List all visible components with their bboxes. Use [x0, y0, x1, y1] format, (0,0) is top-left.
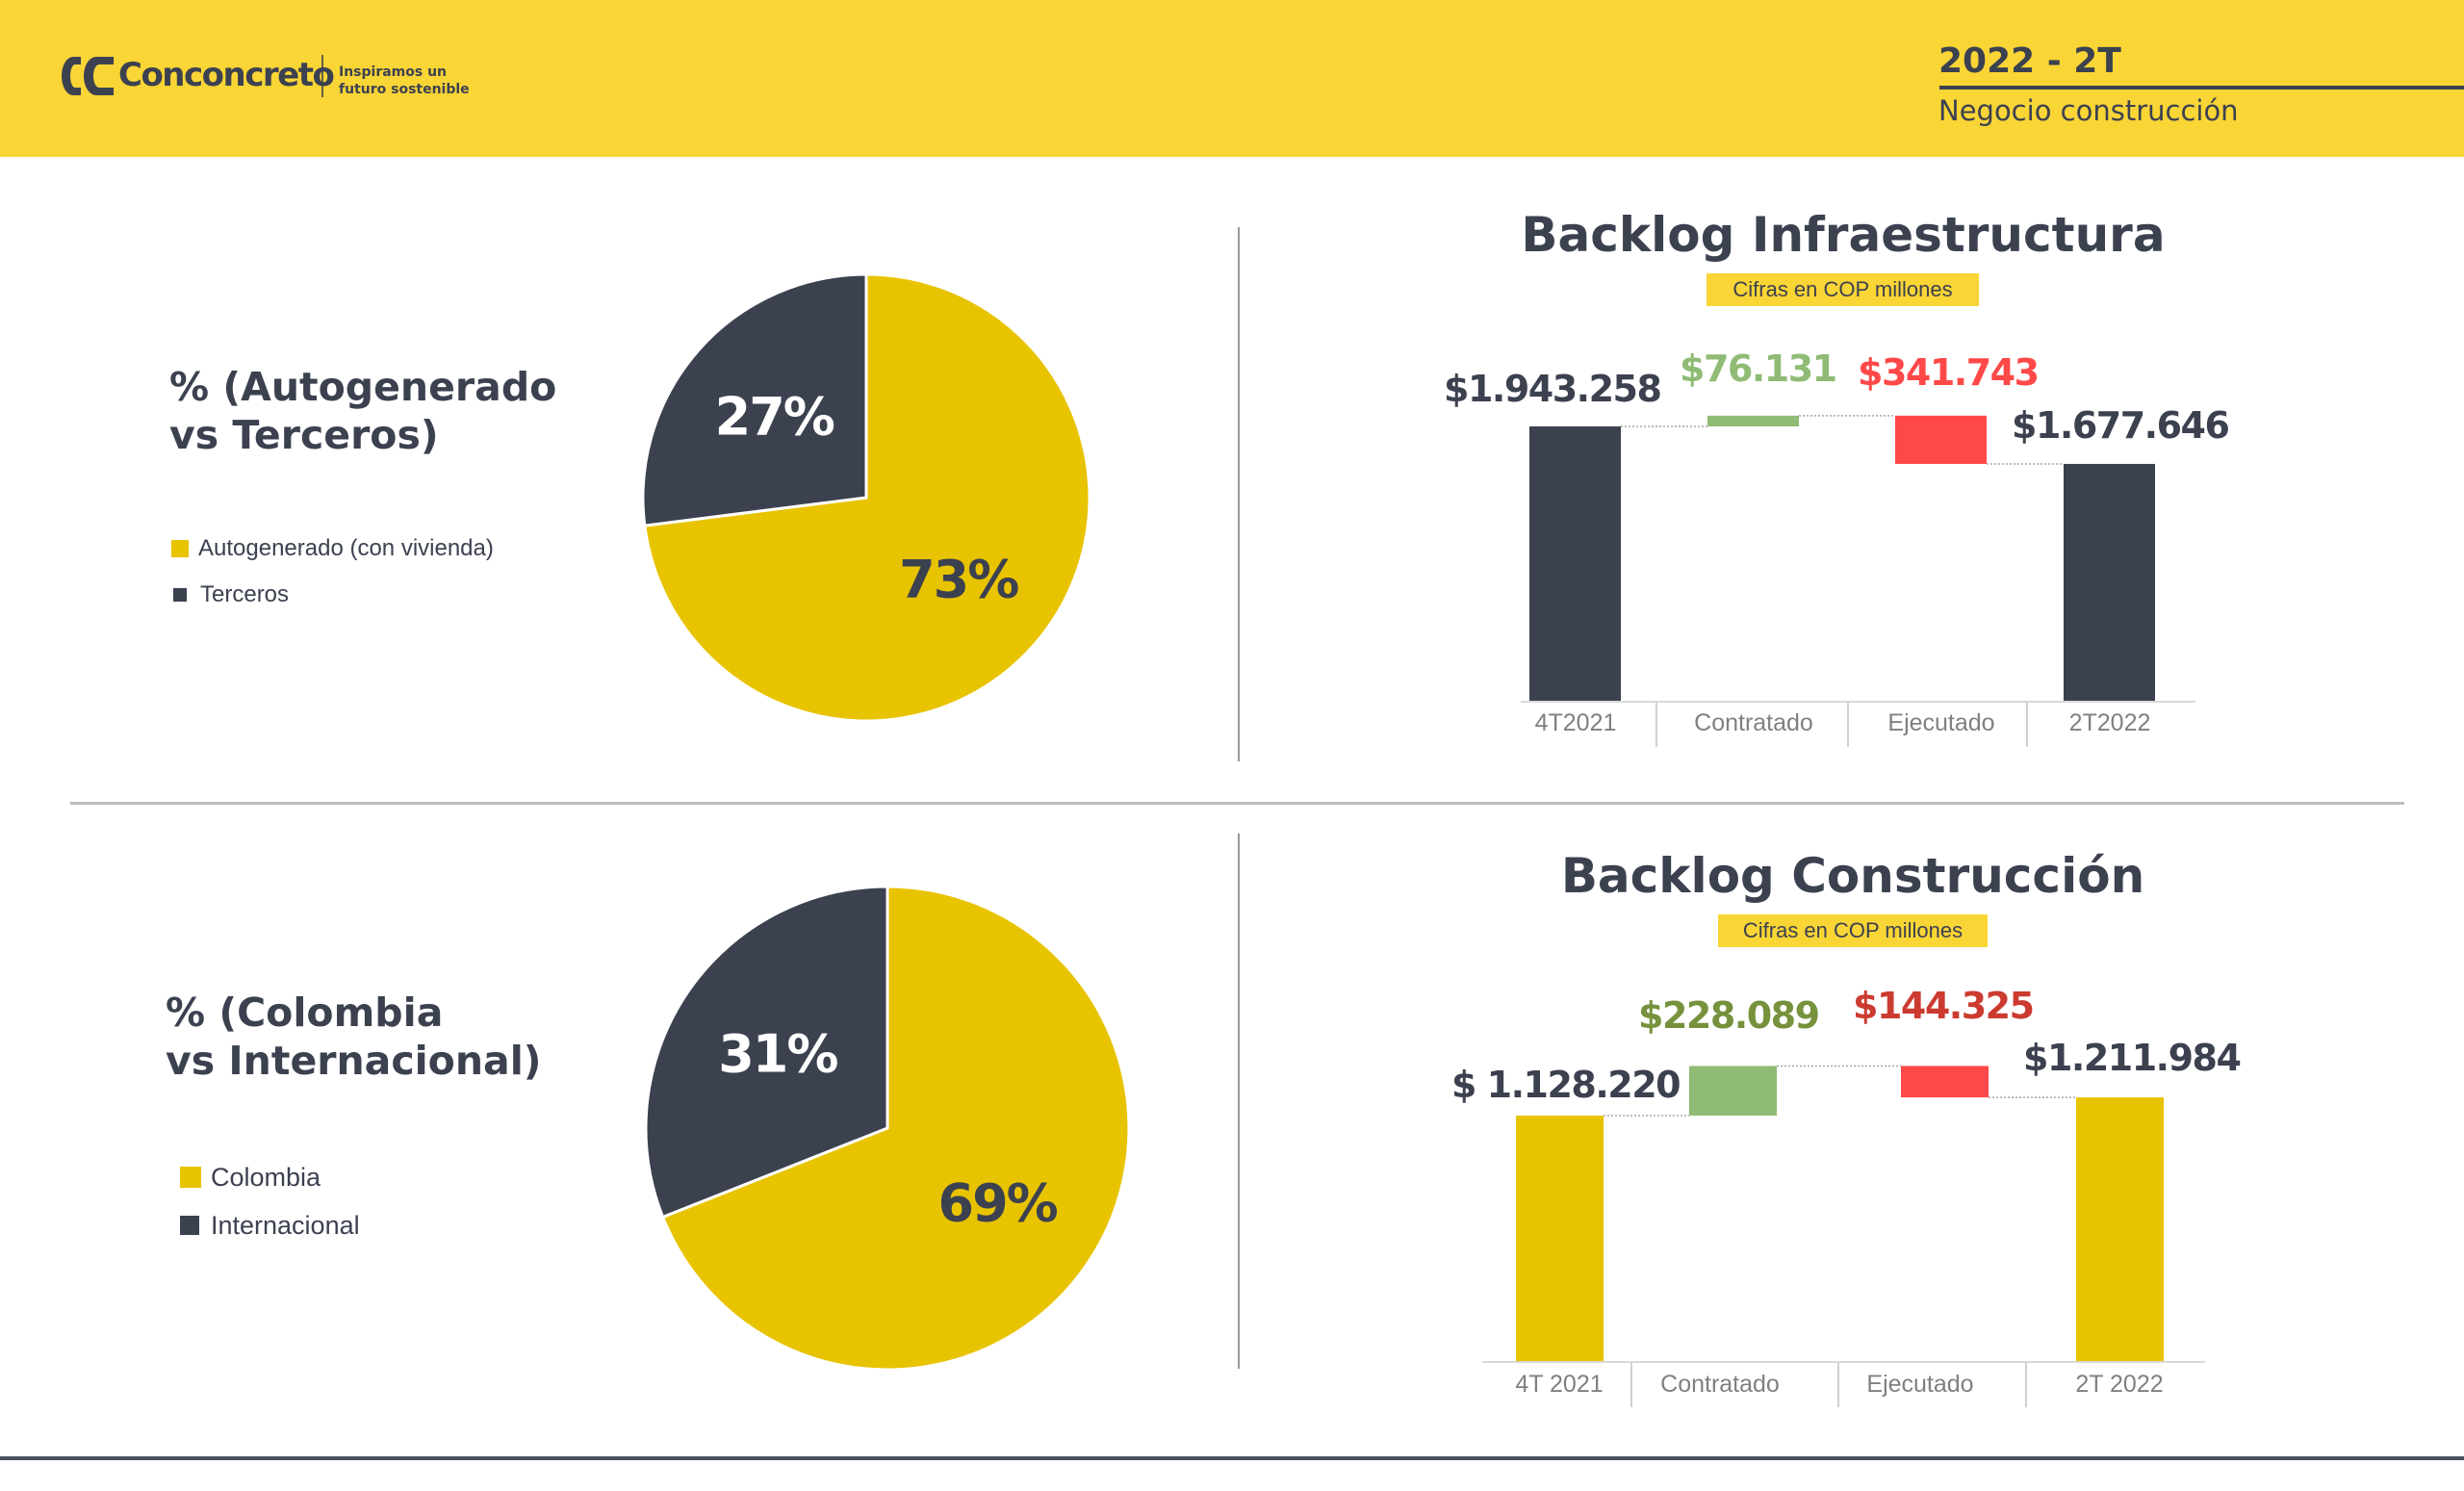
- waterfall-bar-4t2021: [1529, 426, 1621, 701]
- vertical-divider-bottom: [1238, 834, 1240, 1369]
- infra-chart-title: Backlog Infraestructura: [1521, 207, 2166, 263]
- category-label: Ejecutado: [1887, 709, 1994, 736]
- category-label: 2T2022: [2069, 709, 2151, 736]
- value-label: $228.089: [1638, 994, 1819, 1037]
- legend-item-autogenerado: Autogenerado (con vivienda): [171, 532, 494, 565]
- legend-swatch-yellow: [171, 540, 189, 557]
- infra-units-badge: Cifras en COP millones: [1707, 273, 1979, 306]
- legend-label: Terceros: [200, 581, 290, 607]
- waterfall-bar-contratado: [1689, 1066, 1777, 1116]
- waterfall-bar-contratado: [1707, 415, 1799, 426]
- legend-swatch-yellow: [180, 1167, 201, 1188]
- legend-label: Internacional: [211, 1210, 360, 1240]
- pie-own-title: % (Autogenerado vs Terceros): [169, 363, 556, 459]
- value-label: $ 1.128.220: [1451, 1064, 1680, 1106]
- brand-tagline: Inspiramos un futuro sostenible: [339, 64, 470, 98]
- pie-geo-title-line-2: vs Internacional): [166, 1038, 542, 1084]
- legend-label: Colombia: [211, 1162, 321, 1192]
- pie-own-title-line-2: vs Terceros): [169, 412, 439, 458]
- tagline-line-2: futuro sostenible: [339, 82, 470, 97]
- waterfall-bar-4t2021: [1516, 1116, 1604, 1361]
- value-label: $1.211.984: [2023, 1037, 2240, 1079]
- pie-own-legend: Autogenerado (con vivienda) Terceros: [171, 532, 494, 611]
- legend-item-colombia: Colombia: [180, 1160, 360, 1195]
- construction-chart-title: Backlog Construcción: [1560, 848, 2145, 904]
- business-unit: Negocio construcción: [1938, 94, 2239, 127]
- pie-geo-legend: Colombia Internacional: [180, 1160, 360, 1243]
- pie-geo-title: % (Colombia vs Internacional): [166, 989, 542, 1085]
- value-label: $1.943.258: [1444, 368, 1660, 410]
- construction-units-badge: Cifras en COP millones: [1718, 914, 1988, 947]
- tagline-line-1: Inspiramos un: [339, 64, 448, 80]
- report-period: 2022 - 2T: [1938, 41, 2121, 81]
- pie-geo-title-line-1: % (Colombia: [166, 990, 444, 1036]
- brand-name: Conconcreto: [118, 56, 335, 94]
- waterfall-bar-ejecutado: [1901, 1066, 1989, 1098]
- category-label: 2T 2022: [2075, 1371, 2163, 1398]
- category-label: Contratado: [1694, 709, 1813, 736]
- category-label: Ejecutado: [1866, 1371, 1973, 1398]
- value-label: $144.325: [1853, 985, 2034, 1027]
- category-label: 4T2021: [1535, 709, 1617, 736]
- value-label: $76.131: [1680, 347, 1836, 390]
- legend-swatch-dark: [173, 588, 187, 602]
- logo-separator: [321, 55, 323, 97]
- waterfall-bar-2t2022: [2064, 463, 2155, 701]
- value-label: $1.677.646: [2012, 404, 2228, 447]
- header-bar: Conconcreto Inspiramos un futuro sosteni…: [0, 0, 2464, 157]
- waterfall-bar-ejecutado: [1895, 415, 1987, 464]
- legend-label: Autogenerado (con vivienda): [198, 535, 494, 561]
- legend-swatch-dark: [180, 1216, 199, 1235]
- category-label: Contratado: [1660, 1371, 1780, 1398]
- period-underline: [1939, 86, 2464, 90]
- horizontal-divider: [70, 802, 2404, 805]
- legend-item-internacional: Internacional: [180, 1208, 360, 1243]
- value-label: $341.743: [1858, 351, 2039, 394]
- vertical-divider-top: [1238, 227, 1240, 761]
- legend-item-terceros: Terceros: [171, 578, 494, 611]
- category-label: 4T 2021: [1515, 1371, 1603, 1398]
- waterfall-bar-2t2022: [2076, 1097, 2164, 1361]
- footer-rule: [0, 1456, 2464, 1460]
- pie-own-title-line-1: % (Autogenerado: [169, 364, 557, 410]
- conconcreto-logo-icon: [62, 57, 114, 95]
